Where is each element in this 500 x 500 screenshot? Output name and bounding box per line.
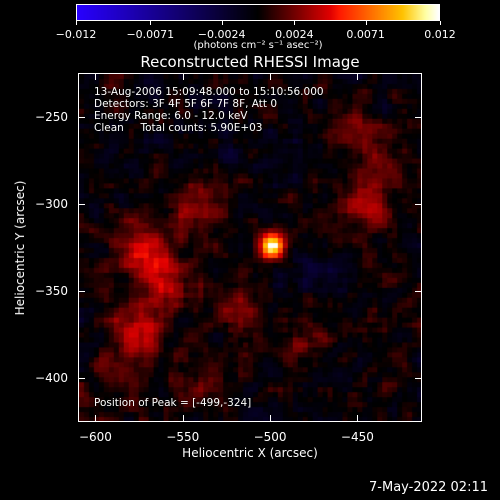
timestamp: 7-May-2022 02:11 [369,480,488,495]
x-axis-label: Heliocentric X (arcsec) [182,446,318,460]
annotation-peak-position: Position of Peak = [-499,-324] [94,397,252,409]
y-tick-mark [78,378,85,380]
x-tick-mark-top [95,73,97,80]
colorbar-tick-mark [440,21,441,25]
annotation-counts: Clean Total counts: 5.90E+03 [94,122,263,134]
x-tick-mark [182,415,184,422]
annotation-time-range: 13-Aug-2006 15:09:48.000 to 15:10:56.000 [94,86,324,98]
y-tick-mark [78,116,85,118]
colorbar-tick-mark [294,21,296,25]
y-tick-label: −300 [35,196,68,211]
x-tick-label: −600 [78,430,112,444]
colorbar-tick-mark [150,21,152,25]
y-tick-mark-right [415,203,422,205]
y-tick-label: −250 [35,109,68,124]
annotation-detectors: Detectors: 3F 4F 5F 6F 7F 8F, Att 0 [94,98,278,110]
colorbar-tick-label: 0.0024 [275,28,314,41]
x-tick-mark-top [270,73,272,80]
colorbar-units: (photons cm⁻² s⁻¹ asec⁻²) [193,40,323,51]
y-axis-label: Heliocentric Y (arcsec) [13,180,27,316]
y-tick-mark [78,203,85,205]
x-tick-label: −500 [253,430,287,444]
x-tick-mark-top [357,73,359,80]
y-tick-mark-right [415,116,422,118]
y-tick-label: −400 [35,371,68,386]
chart-title: Reconstructed RHESSI Image [140,53,360,71]
colorbar-tick-label: 0.012 [424,28,456,41]
y-tick-label: −350 [35,284,68,299]
x-tick-mark [357,415,359,422]
x-tick-mark [270,415,272,422]
y-tick-mark [78,291,85,293]
colorbar-tick-label: −0.0024 [197,28,246,41]
colorbar-tick-mark [365,21,367,25]
annotation-energy: Energy Range: 6.0 - 12.0 keV [94,110,248,122]
plot-area: 13-Aug-2006 15:09:48.000 to 15:10:56.000… [78,73,422,422]
colorbar-tick-mark [221,21,223,25]
colorbar-tick-mark [76,21,77,25]
y-tick-mark-right [415,378,422,380]
colorbar-tick-label: 0.0071 [346,28,385,41]
colorbar-tick-label: −0.012 [55,28,97,41]
y-tick-mark-right [415,291,422,293]
colorbar-tick-label: −0.0071 [126,28,175,41]
x-tick-label: −550 [166,430,200,444]
x-tick-mark [95,415,97,422]
rhessi-image-heatmap [79,74,421,421]
x-tick-label: −450 [340,430,374,444]
colorbar [76,4,440,21]
x-tick-mark-top [182,73,184,80]
